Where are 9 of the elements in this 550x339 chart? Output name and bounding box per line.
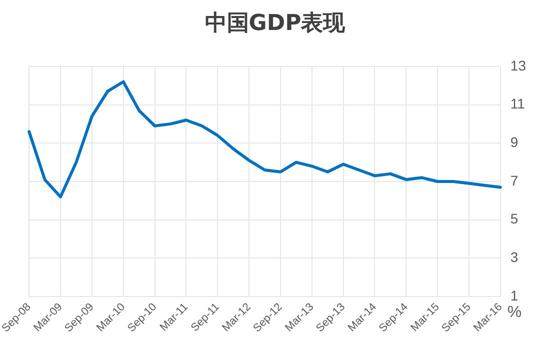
y-tick-label: 9 (510, 134, 518, 150)
y-tick-label: 13 (510, 57, 526, 74)
y-tick-label: 3 (510, 249, 518, 266)
y-tick-label: 11 (510, 96, 526, 112)
y-tick-label: 1 (510, 287, 518, 304)
y-tick-label: 7 (510, 172, 518, 188)
y-axis-title: % (507, 304, 522, 321)
chart-title: 中国GDP表现 (204, 10, 346, 38)
y-tick-label: 5 (510, 210, 518, 227)
